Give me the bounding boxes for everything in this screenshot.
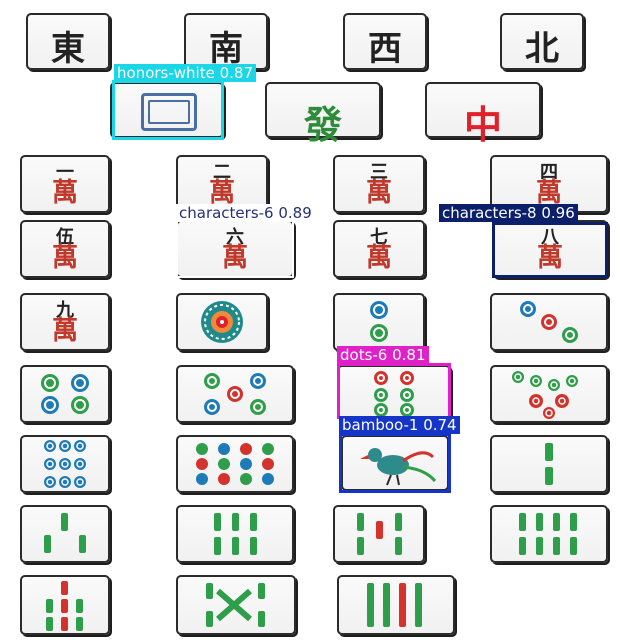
white-dragon-frame-icon [141,93,197,131]
detection-label-characters-8: characters-8 0.96 [439,204,578,222]
tile-west-wind: 西 [343,13,427,70]
detection-box-honors-white [112,80,224,140]
tile-north-wind: 北 [500,13,584,70]
wan-glyph: 萬 [51,243,78,273]
wan-glyph: 萬 [365,178,392,208]
char-2-glyph: 二 [213,162,231,183]
dots-4-icon [41,374,89,414]
tile-dots-4 [20,365,110,423]
wan-glyph: 萬 [51,316,78,346]
bamboo-8-icon [519,513,577,555]
bamboo-5-icon [44,513,86,553]
tile-bamboo-7 [333,505,425,563]
tile-characters-1: 一 萬 [20,155,110,213]
tile-characters-5: 伍 萬 [20,220,110,278]
bamboo-9-icon [46,581,83,631]
wan-glyph: 萬 [535,178,562,208]
tile-red-dragon: 中 [425,82,541,147]
tile-dots-2 [333,293,425,351]
char-3-glyph: 三 [370,162,388,183]
detection-box-dots-6 [337,363,451,419]
char-1-glyph: 一 [56,162,74,183]
detection-box-characters-6 [176,220,294,278]
east-wind-glyph: 東 [51,29,85,69]
detection-label-honors-white: honors-white 0.87 [114,64,256,82]
tile-white-dragon [110,82,224,138]
detection-label-characters-6: characters-6 0.89 [176,204,315,222]
south-wind-glyph: 南 [209,29,243,69]
tile-east-wind: 東 [26,13,110,70]
wan-glyph: 萬 [208,178,235,208]
tile-dots-1 [176,293,268,351]
west-wind-glyph: 西 [368,29,402,69]
bamboo-pattern-icon [206,583,265,627]
dots-8-icon [196,443,274,485]
tile-bamboo-9b [337,575,455,635]
char-5-glyph: 伍 [56,227,74,248]
tile-green-dragon: 發 [265,82,381,147]
green-dragon-glyph: 發 [303,102,342,147]
tile-dots-3 [490,293,608,351]
tile-dots-6 [337,365,451,419]
bamboo-bird-icon [360,448,437,486]
dots-2-icon [370,301,388,342]
bamboo-2-icon [545,443,553,485]
dots-1-icon [201,301,243,343]
wan-glyph: 萬 [221,243,248,273]
tile-dots-7 [490,365,608,423]
tile-dots-5 [176,365,294,423]
bamboo-6-icon [214,513,257,555]
tile-bamboo-9 [20,575,110,635]
dots-7-icon [512,371,578,419]
dots-5-icon [204,373,266,415]
dots-3-icon [520,301,578,343]
tile-bamboo-w [176,575,296,635]
detection-label-dots-6: dots-6 0.81 [337,346,429,364]
wan-glyph: 萬 [536,243,563,273]
red-dragon-glyph: 中 [463,102,502,147]
tile-bamboo-2 [490,435,608,493]
tile-dots-9 [20,435,110,493]
char-9-glyph: 九 [56,300,74,321]
detection-label-bamboo-1: bamboo-1 0.74 [339,416,460,434]
tile-bamboo-5 [20,505,110,563]
bamboo-7-icon [357,513,402,555]
bamboo-9b-icon [367,583,422,627]
detection-box-characters-8 [492,222,608,278]
wan-glyph: 萬 [51,178,78,208]
tile-characters-6: 六 萬 [176,220,294,278]
tile-south-wind: 南 [184,13,268,70]
wan-glyph: 萬 [365,243,392,273]
tile-bamboo-8 [490,505,608,563]
dots-9-icon [44,440,86,488]
tile-bamboo-6 [176,505,294,563]
char-4-glyph: 四 [540,162,558,183]
north-wind-glyph: 北 [525,29,559,69]
tile-characters-9: 九 萬 [20,293,110,351]
detection-box-bamboo-1 [339,433,451,493]
tile-dots-8 [176,435,294,493]
dots-6-icon [374,371,414,417]
tile-characters-7: 七 萬 [333,220,425,278]
char-7-glyph: 七 [370,227,388,248]
char-8-glyph: 八 [541,227,559,248]
tile-characters-3: 三 萬 [333,155,425,213]
char-6-glyph: 六 [226,227,244,248]
